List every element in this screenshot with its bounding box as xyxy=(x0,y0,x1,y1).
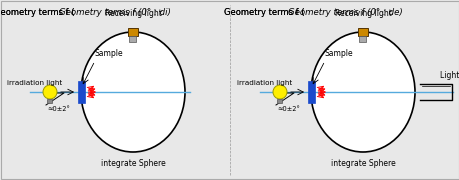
Text: integrate Sphere: integrate Sphere xyxy=(330,159,395,168)
Text: ≈0±2°: ≈0±2° xyxy=(47,106,70,112)
Ellipse shape xyxy=(81,32,185,152)
Text: Sample: Sample xyxy=(95,49,123,58)
Text: integrate Sphere: integrate Sphere xyxy=(101,159,165,168)
Text: Geometry terms f (0° : de): Geometry terms f (0° : de) xyxy=(287,8,402,17)
Text: ≈0±2°: ≈0±2° xyxy=(276,106,299,112)
Bar xyxy=(128,28,138,36)
Text: Geometry terms f (: Geometry terms f ( xyxy=(0,8,75,17)
Text: Geometry terms f (: Geometry terms f ( xyxy=(0,8,75,17)
Bar xyxy=(308,81,314,103)
Circle shape xyxy=(272,85,286,99)
Bar xyxy=(78,81,85,103)
Ellipse shape xyxy=(310,32,414,152)
Text: Geometry terms f (: Geometry terms f ( xyxy=(224,8,304,17)
Circle shape xyxy=(43,85,57,99)
Bar xyxy=(359,36,366,42)
Bar xyxy=(129,36,136,42)
Text: Receiving light: Receiving light xyxy=(104,9,161,18)
Bar xyxy=(357,28,367,36)
Text: Sample: Sample xyxy=(325,49,353,58)
Text: Geometry terms f (: Geometry terms f ( xyxy=(224,8,304,17)
Bar xyxy=(277,99,282,103)
Text: irradiation light: irradiation light xyxy=(236,80,291,86)
Text: Light trap: Light trap xyxy=(439,71,459,80)
Text: irradiation light: irradiation light xyxy=(7,80,62,86)
Text: Receiving light: Receiving light xyxy=(334,9,391,18)
Text: Geometry terms f (0° : di): Geometry terms f (0° : di) xyxy=(59,8,171,17)
Bar xyxy=(47,99,52,103)
